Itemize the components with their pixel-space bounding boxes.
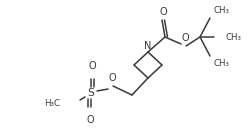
- Text: H₃C: H₃C: [44, 99, 60, 108]
- Text: CH₃: CH₃: [213, 6, 229, 15]
- Text: O: O: [86, 115, 94, 125]
- Text: CH₃: CH₃: [213, 59, 229, 68]
- Text: S: S: [87, 88, 94, 98]
- Text: CH₃: CH₃: [225, 33, 241, 42]
- Text: N: N: [144, 41, 151, 51]
- Text: O: O: [88, 61, 96, 71]
- Text: O: O: [158, 7, 166, 17]
- Text: O: O: [108, 73, 115, 83]
- Text: O: O: [181, 33, 189, 43]
